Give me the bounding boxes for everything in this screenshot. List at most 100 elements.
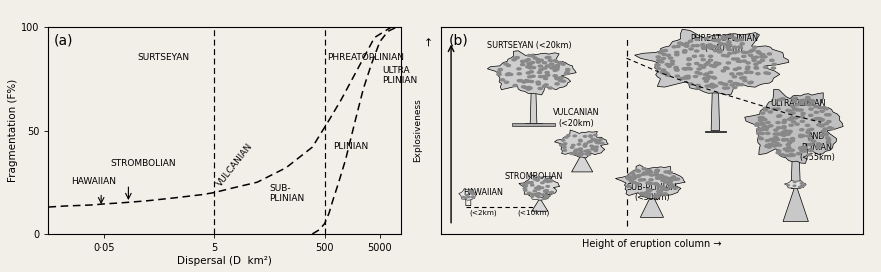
Text: →: → (425, 37, 435, 46)
Polygon shape (519, 175, 559, 197)
Circle shape (763, 107, 767, 109)
Circle shape (468, 196, 470, 198)
Circle shape (781, 134, 786, 136)
Circle shape (665, 63, 670, 66)
Circle shape (784, 154, 788, 157)
Circle shape (669, 180, 673, 182)
Circle shape (809, 149, 813, 151)
Text: ⛏: ⛏ (464, 196, 471, 206)
Circle shape (739, 39, 744, 41)
Circle shape (601, 142, 604, 144)
Circle shape (670, 184, 674, 186)
Circle shape (677, 42, 682, 44)
Circle shape (731, 58, 736, 60)
Circle shape (679, 78, 684, 80)
Circle shape (759, 119, 763, 121)
Circle shape (730, 84, 734, 86)
Circle shape (537, 186, 540, 187)
Circle shape (543, 85, 546, 87)
Circle shape (799, 147, 803, 150)
Circle shape (517, 68, 521, 70)
Circle shape (714, 62, 718, 64)
Circle shape (766, 132, 770, 134)
Circle shape (775, 143, 780, 145)
Text: SUB-PLINIAN
(<30km): SUB-PLINIAN (<30km) (626, 183, 677, 202)
Circle shape (565, 73, 568, 75)
Circle shape (782, 119, 787, 121)
Circle shape (778, 115, 781, 117)
Circle shape (818, 119, 823, 122)
Circle shape (808, 104, 811, 106)
Circle shape (588, 141, 591, 143)
Circle shape (770, 59, 774, 61)
Circle shape (519, 80, 522, 82)
Circle shape (736, 84, 740, 86)
Circle shape (723, 37, 728, 39)
Circle shape (578, 154, 581, 156)
Circle shape (767, 146, 771, 148)
Circle shape (778, 99, 782, 101)
Circle shape (781, 139, 786, 141)
Circle shape (727, 35, 731, 38)
Circle shape (497, 71, 500, 73)
Circle shape (806, 98, 811, 100)
Circle shape (666, 54, 670, 56)
Text: PHREATOPLINIAN: PHREATOPLINIAN (327, 53, 403, 62)
Circle shape (760, 54, 765, 56)
Circle shape (718, 51, 722, 53)
Circle shape (759, 129, 763, 131)
Circle shape (564, 143, 566, 144)
Circle shape (743, 80, 747, 82)
Circle shape (675, 69, 679, 71)
Circle shape (531, 193, 534, 195)
Circle shape (504, 63, 508, 65)
Circle shape (824, 133, 828, 135)
Circle shape (726, 46, 730, 48)
Circle shape (760, 122, 765, 124)
Circle shape (669, 186, 673, 188)
Circle shape (725, 55, 729, 57)
Circle shape (541, 194, 544, 195)
Circle shape (764, 128, 768, 131)
Circle shape (470, 191, 472, 192)
Circle shape (699, 64, 703, 67)
Circle shape (766, 122, 770, 123)
Circle shape (723, 84, 728, 85)
Circle shape (673, 187, 677, 189)
Circle shape (658, 193, 661, 194)
Circle shape (689, 48, 693, 50)
Circle shape (522, 86, 526, 88)
Circle shape (464, 197, 467, 199)
Circle shape (523, 190, 527, 191)
Circle shape (595, 140, 598, 142)
Circle shape (546, 186, 550, 187)
Circle shape (735, 39, 739, 41)
Circle shape (811, 100, 814, 102)
Circle shape (765, 145, 769, 147)
Circle shape (810, 128, 814, 130)
Circle shape (537, 72, 542, 73)
Circle shape (754, 67, 759, 69)
Circle shape (828, 127, 832, 129)
Circle shape (635, 169, 640, 171)
Circle shape (527, 181, 529, 183)
Circle shape (800, 186, 803, 187)
Circle shape (737, 60, 740, 62)
Circle shape (772, 67, 775, 69)
Circle shape (636, 175, 640, 177)
Circle shape (788, 130, 792, 132)
Circle shape (803, 148, 807, 150)
Polygon shape (616, 165, 685, 200)
Circle shape (752, 59, 756, 61)
Circle shape (550, 63, 554, 65)
Circle shape (780, 154, 784, 156)
Circle shape (756, 73, 760, 75)
Circle shape (791, 154, 796, 156)
Circle shape (794, 117, 798, 119)
Circle shape (535, 187, 538, 189)
Circle shape (767, 53, 772, 55)
Circle shape (781, 138, 786, 141)
Circle shape (537, 83, 541, 85)
Text: STROMBOLIAN: STROMBOLIAN (504, 172, 563, 181)
Circle shape (685, 45, 689, 47)
